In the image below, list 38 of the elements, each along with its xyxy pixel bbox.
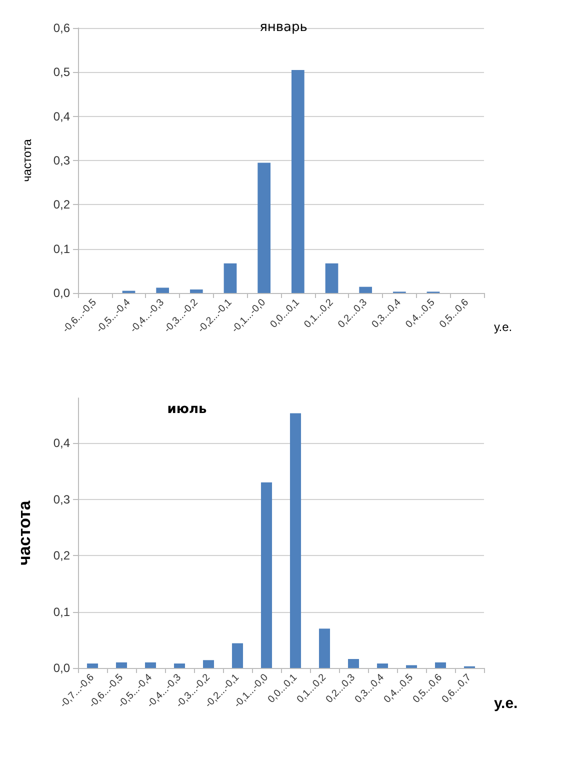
- bar: [434, 662, 446, 668]
- bar: [325, 263, 338, 293]
- y-tick-label: 0,6: [53, 21, 70, 35]
- bar: [291, 70, 304, 293]
- y-axis-title: частота: [15, 500, 34, 566]
- bar: [232, 643, 244, 668]
- bar: [116, 662, 128, 668]
- y-tick-label: 0,5: [53, 65, 70, 80]
- bar: [174, 664, 186, 668]
- y-tick-label: 0,0: [53, 661, 70, 675]
- y-tick-label: 0,2: [53, 198, 70, 212]
- chart-title: январь: [260, 20, 308, 35]
- bar: [318, 628, 330, 668]
- bar: [86, 664, 98, 668]
- y-tick-label: 0,3: [53, 492, 70, 506]
- bar: [190, 289, 203, 293]
- chart-title: июль: [167, 402, 207, 417]
- bar: [156, 288, 170, 293]
- bar: [348, 659, 360, 668]
- bar: [406, 665, 418, 668]
- bar: [202, 660, 214, 668]
- x-axis-title: у.е.: [494, 695, 518, 712]
- x-axis-title: у.е.: [494, 320, 512, 334]
- bar: [260, 482, 272, 668]
- bar: [224, 263, 237, 293]
- bar: [290, 413, 302, 668]
- y-tick-label: 0,4: [53, 436, 70, 450]
- y-tick-label: 0,3: [53, 154, 70, 168]
- y-tick-label: 0,4: [53, 109, 70, 124]
- bar: [359, 286, 372, 293]
- y-tick-label: 0,0: [53, 286, 70, 300]
- y-axis-title: частота: [20, 138, 34, 182]
- y-tick-label: 0,2: [53, 548, 70, 562]
- bar: [144, 662, 156, 668]
- y-tick-label: 0,1: [53, 604, 70, 619]
- bar: [258, 162, 271, 293]
- y-tick-label: 0,1: [53, 242, 70, 256]
- bar: [376, 664, 388, 668]
